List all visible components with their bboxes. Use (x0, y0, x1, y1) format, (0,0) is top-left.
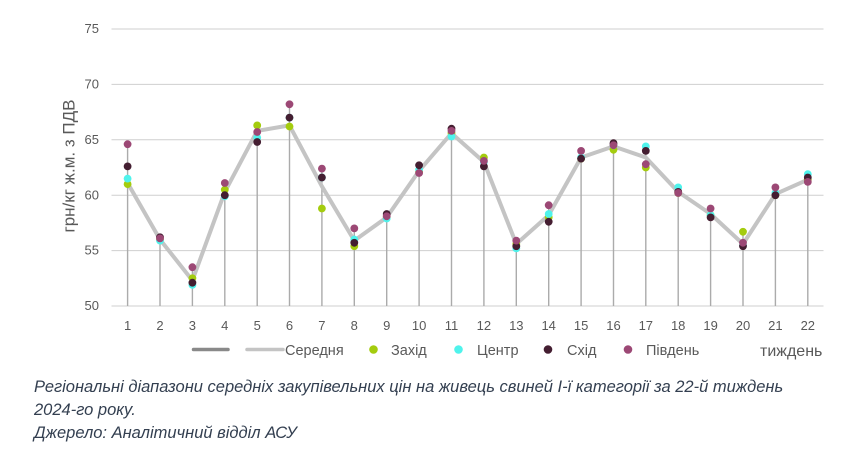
svg-text:18: 18 (671, 318, 685, 333)
svg-text:75: 75 (85, 21, 99, 36)
svg-text:6: 6 (286, 318, 293, 333)
svg-text:2: 2 (156, 318, 163, 333)
svg-text:17: 17 (639, 318, 653, 333)
svg-text:21: 21 (768, 318, 782, 333)
svg-text:4: 4 (221, 318, 228, 333)
svg-text:Схід: Схід (567, 343, 597, 359)
svg-text:15: 15 (574, 318, 588, 333)
svg-text:9: 9 (383, 318, 390, 333)
svg-text:12: 12 (477, 318, 491, 333)
svg-text:7: 7 (318, 318, 325, 333)
svg-text:13: 13 (509, 318, 523, 333)
svg-text:20: 20 (736, 318, 750, 333)
svg-text:Захід: Захід (391, 343, 427, 359)
svg-text:10: 10 (412, 318, 426, 333)
svg-text:14: 14 (541, 318, 555, 333)
svg-text:грн/кг ж.м. з ПДВ: грн/кг ж.м. з ПДВ (60, 100, 79, 233)
svg-text:тиждень: тиждень (760, 343, 822, 360)
svg-text:65: 65 (85, 132, 99, 147)
svg-text:19: 19 (703, 318, 717, 333)
svg-text:50: 50 (85, 298, 99, 313)
svg-text:11: 11 (445, 318, 459, 333)
svg-text:70: 70 (85, 77, 99, 92)
svg-text:60: 60 (85, 187, 99, 202)
svg-text:22: 22 (801, 318, 815, 333)
svg-text:5: 5 (254, 318, 261, 333)
svg-text:Центр: Центр (477, 343, 519, 359)
svg-text:3: 3 (189, 318, 196, 333)
svg-text:Південь: Південь (646, 343, 699, 359)
svg-text:1: 1 (124, 318, 131, 333)
svg-text:Середня: Середня (285, 343, 344, 359)
svg-text:16: 16 (606, 318, 620, 333)
svg-text:55: 55 (85, 243, 99, 258)
svg-text:8: 8 (351, 318, 358, 333)
